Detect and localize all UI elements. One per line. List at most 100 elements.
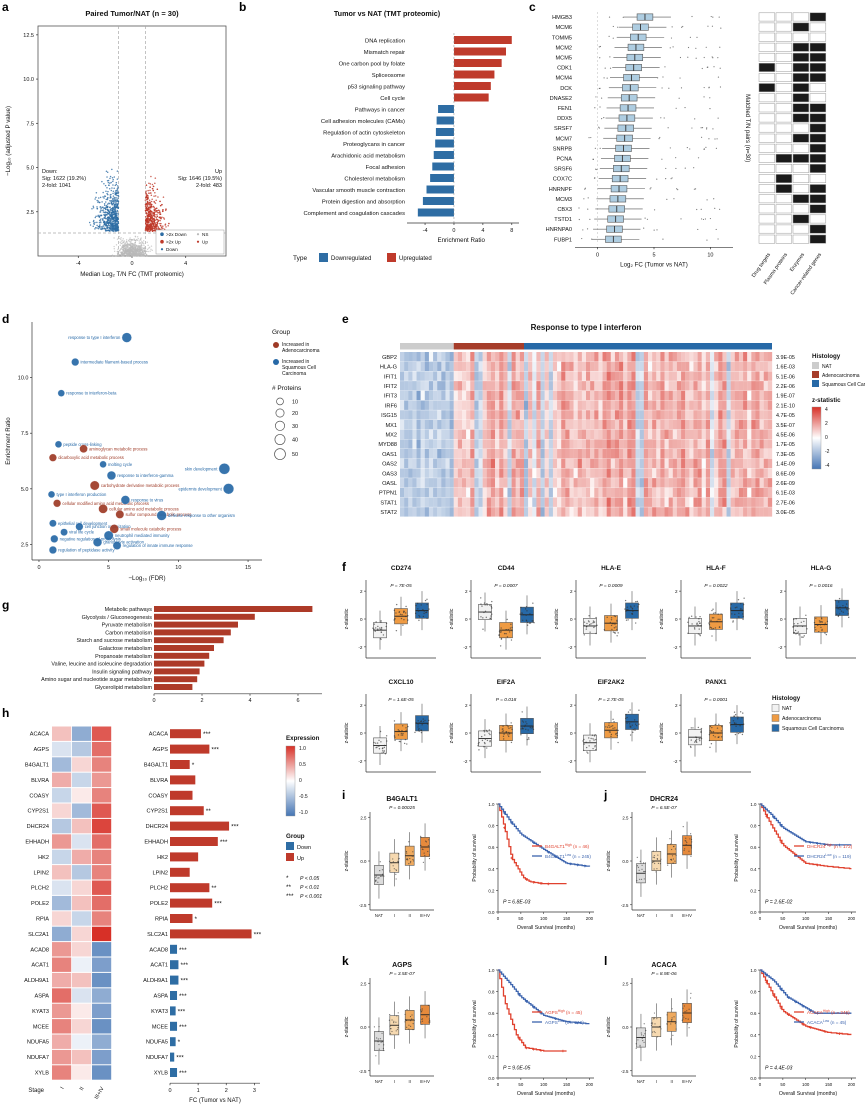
svg-text:3.0E-05: 3.0E-05 [776, 510, 795, 516]
svg-text:Stage: Stage [28, 1088, 44, 1094]
svg-text:1.6E-03: 1.6E-03 [776, 365, 795, 371]
panel-d-letter: d [2, 312, 10, 326]
svg-text:SRSF7: SRSF7 [554, 126, 572, 132]
panel-c-boxplots-grid: HMGB3 MCM6 TOMM5 MCM2 MCM5 CDK1 MCM4 DCK DNASE2 F… [546, 12, 827, 296]
svg-text:MCM2: MCM2 [556, 45, 572, 51]
svg-text:P = 7E-05: P = 7E-05 [390, 583, 412, 589]
svg-text:z-statistic: z-statistic [344, 722, 350, 743]
svg-text:BLVRA: BLVRA [31, 778, 49, 784]
svg-text:Metabolic pathways: Metabolic pathways [105, 607, 153, 613]
svg-text:Type: Type [293, 255, 307, 262]
panel-b-letter: b [239, 0, 247, 14]
svg-text:OAS2: OAS2 [382, 462, 397, 468]
svg-text:FUBP1: FUBP1 [554, 237, 572, 243]
svg-text:Down: Down [166, 247, 178, 252]
svg-text:2-fold: 1041: 2-fold: 1041 [42, 183, 71, 189]
svg-text:>2x Down: >2x Down [166, 232, 187, 237]
svg-text:NDUFA5: NDUFA5 [27, 1040, 49, 1046]
svg-text:P = 0.0016: P = 0.0016 [809, 583, 832, 589]
svg-text:response to interferon-beta: response to interferon-beta [66, 391, 117, 396]
svg-text:Pathways in cancer: Pathways in cancer [355, 108, 405, 114]
svg-text:# Proteins: # Proteins [272, 385, 302, 392]
svg-text:z-statistic: z-statistic [554, 608, 560, 629]
svg-text:2-fold: 483: 2-fold: 483 [196, 183, 222, 189]
svg-text:Histology: Histology [812, 353, 841, 360]
svg-text:regulation of peptidase activi: regulation of peptidase activity [58, 547, 115, 552]
svg-text:z-statistic: z-statistic [449, 608, 455, 629]
svg-text:PLCH2: PLCH2 [31, 886, 49, 892]
svg-text:Log₂ FC (Tumor vs NAT): Log₂ FC (Tumor vs NAT) [620, 261, 688, 268]
svg-text:OAS1: OAS1 [382, 452, 397, 458]
svg-text:Pyruvate metabolism: Pyruvate metabolism [102, 623, 153, 629]
panel-h-stage-heatmap-bars: ACACA AGPS B4GALT1 BLVRA COASY CYP2S1 DHCR24 EH… [24, 726, 322, 1104]
panel-h-letter: h [2, 706, 10, 720]
svg-text:skin development: skin development [185, 466, 218, 471]
svg-text:One carbon pool by folate: One carbon pool by folate [339, 62, 405, 68]
panel-g: g Metabolic pathways Glycolysis / Glucone… [0, 598, 338, 706]
svg-text:peptide cross-linking: peptide cross-linking [63, 442, 102, 447]
svg-text:TSTD1: TSTD1 [554, 217, 572, 223]
svg-text:Up: Up [202, 240, 208, 245]
panel-g-letter: g [2, 598, 10, 612]
svg-text:NAT: NAT [782, 706, 793, 712]
svg-text:5.0: 5.0 [21, 487, 29, 493]
svg-text:AGPS: AGPS [152, 747, 168, 753]
svg-text:Insulin signaling pathway: Insulin signaling pathway [92, 669, 152, 675]
svg-text:HLA-G: HLA-G [380, 365, 397, 371]
svg-text:SLC2A1: SLC2A1 [28, 932, 49, 938]
svg-text:CD44: CD44 [498, 565, 515, 572]
svg-text:Upregulated: Upregulated [399, 256, 432, 262]
svg-text:response to virus: response to virus [131, 497, 163, 502]
svg-text:type I interferon production: type I interferon production [56, 492, 106, 497]
svg-text:2.5: 2.5 [21, 542, 29, 548]
svg-text:***: *** [203, 731, 211, 738]
svg-text:SRSF6: SRSF6 [554, 167, 572, 173]
panel-l: l ACACA P = 8.9E-06 2.5 0.0 -2.5 z-statistic N… [602, 954, 865, 1119]
svg-text:5: 5 [652, 252, 655, 258]
svg-text:0: 0 [780, 617, 783, 622]
svg-text:molting cycle: molting cycle [108, 462, 133, 467]
panel-a-letter: a [2, 0, 9, 14]
svg-text:12.5: 12.5 [23, 33, 34, 39]
svg-text:HK2: HK2 [38, 855, 49, 861]
svg-text:STAT2: STAT2 [380, 510, 397, 516]
svg-text:2: 2 [200, 698, 203, 704]
svg-text:0: 0 [465, 731, 468, 736]
svg-text:-2: -2 [673, 645, 678, 650]
svg-text:granulocyte activation: granulocyte activation [103, 540, 144, 545]
svg-text:CXCL10: CXCL10 [389, 679, 414, 686]
svg-text:Adenocarcinoma: Adenocarcinoma [282, 348, 320, 354]
panel-i-letter: i [342, 788, 346, 802]
svg-text:Enrichment Ratio: Enrichment Ratio [5, 417, 12, 465]
svg-text:z-statistic: z-statistic [659, 722, 665, 743]
svg-text:P = 0.0001: P = 0.0001 [704, 697, 727, 703]
svg-text:DNA replication: DNA replication [365, 39, 405, 45]
panel-c-letter: c [529, 0, 536, 14]
svg-text:2.2E-06: 2.2E-06 [776, 384, 795, 390]
svg-text:ACAD8: ACAD8 [30, 947, 49, 953]
svg-text:0: 0 [360, 731, 363, 736]
svg-text:Starch and sucrose metabolism: Starch and sucrose metabolism [76, 638, 152, 644]
svg-text:Carcinoma: Carcinoma [282, 371, 306, 377]
svg-text:Median Log₂ T/N FC (TMT proteo: Median Log₂ T/N FC (TMT proteomic) [80, 271, 184, 278]
svg-text:HNRNPA0: HNRNPA0 [546, 227, 572, 233]
svg-text:P = 0.0007: P = 0.0007 [494, 583, 517, 589]
svg-text:2: 2 [570, 589, 573, 594]
svg-text:Protein digestion and absorpti: Protein digestion and absorption [322, 200, 405, 206]
svg-text:-4: -4 [825, 463, 830, 469]
svg-text:Mismatch repair: Mismatch repair [364, 50, 405, 56]
panel-k: k AGPS P = 3.5E-07 2.5 0.0 -2.5 z-statistic NA… [340, 954, 602, 1119]
svg-text:KYAT3: KYAT3 [32, 1009, 49, 1015]
panel-i: i B4GALT1 P = 0.00025 2.5 0.0 -2.5 z-statisti… [340, 788, 602, 954]
svg-text:2: 2 [675, 703, 678, 708]
svg-text:NS: NS [202, 232, 208, 237]
svg-text:ACAT1: ACAT1 [31, 963, 49, 969]
svg-text:-2: -2 [778, 645, 783, 650]
panel-d-enrichment-scatter: 2.5 5.0 7.5 10.0 0 5 10 15 −Log₁₀ (FDR) Enrichmen… [5, 322, 320, 582]
svg-text:neutrophil mediated immunity: neutrophil mediated immunity [115, 533, 171, 538]
svg-text:2: 2 [465, 703, 468, 708]
svg-text:Complement and coagulation cas: Complement and coagulation cascades [303, 211, 405, 217]
svg-text:HNRNPF: HNRNPF [549, 187, 573, 193]
